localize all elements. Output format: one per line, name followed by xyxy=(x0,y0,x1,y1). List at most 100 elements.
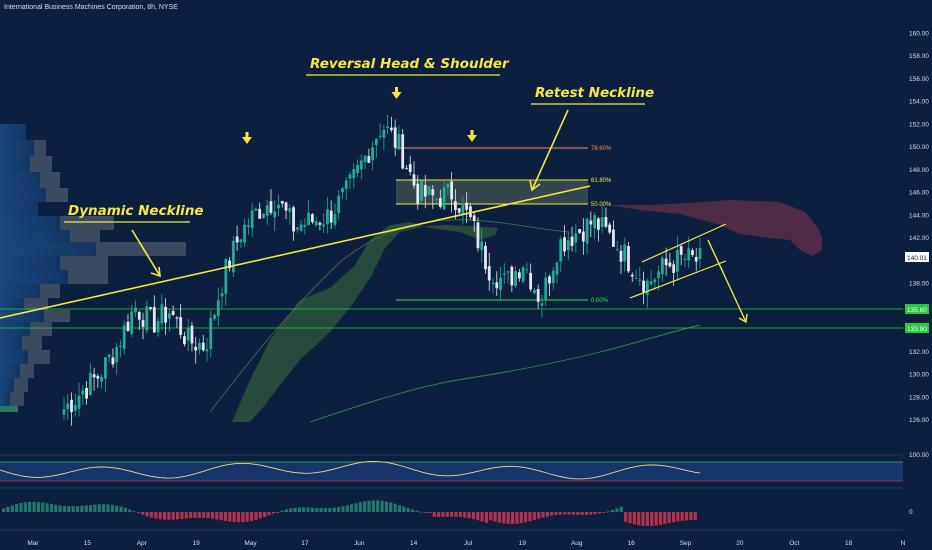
candle-body xyxy=(476,222,480,249)
candle-body xyxy=(555,262,559,275)
candle-body xyxy=(551,270,555,284)
histogram-bar xyxy=(336,507,341,512)
candle-body xyxy=(604,216,608,227)
candle-body xyxy=(683,259,687,261)
candle-body xyxy=(378,135,382,137)
histogram-bar xyxy=(510,512,515,524)
candle-body xyxy=(435,198,438,200)
x-tick-label: 18 xyxy=(845,540,853,547)
histogram-bar xyxy=(645,512,649,527)
level-tag-lower xyxy=(905,323,929,333)
histogram-bar xyxy=(567,512,571,515)
histogram-bar xyxy=(236,512,241,523)
candle-body xyxy=(514,271,517,286)
histogram-bar xyxy=(176,512,180,520)
histogram-bar xyxy=(476,512,480,521)
histogram-bar xyxy=(219,512,223,521)
candle-body xyxy=(371,147,374,161)
candle-body xyxy=(687,248,691,261)
candle-body xyxy=(201,342,205,351)
histogram-bar xyxy=(19,502,23,512)
y-tick-label: 148.00 xyxy=(909,167,929,174)
candle-body xyxy=(533,289,536,294)
ichimoku-cloud xyxy=(232,222,498,422)
candle-body xyxy=(190,325,194,344)
histogram-bar xyxy=(545,512,549,517)
candle-body xyxy=(469,206,472,218)
candle-body xyxy=(585,218,589,244)
histogram-bar xyxy=(554,512,558,516)
candle-body xyxy=(254,208,258,211)
time-axis[interactable]: Mar 15 Apr 19 May 17 Jun 14 Jul 19 Aug 16 Sep 20 Oct 18… xyxy=(27,540,905,547)
candle-body xyxy=(288,208,292,212)
candle-body xyxy=(668,262,672,267)
histogram-bar xyxy=(154,512,158,519)
histogram-bar xyxy=(141,512,145,515)
histogram-bar xyxy=(671,512,676,523)
y-tick-label: 150.00 xyxy=(909,144,929,151)
histogram-bar xyxy=(445,512,449,517)
histogram-bar xyxy=(289,508,293,512)
candle-body xyxy=(81,390,85,395)
oscillator-line xyxy=(0,460,701,480)
histogram-bar xyxy=(149,512,154,518)
histogram-bar xyxy=(693,512,697,521)
candle-body xyxy=(544,277,548,300)
histogram-bar xyxy=(62,505,67,512)
histogram-bar xyxy=(97,504,101,512)
histogram-bar xyxy=(641,512,645,526)
histogram-bar xyxy=(580,512,584,515)
fib-label-0: 0.00% xyxy=(591,298,609,304)
candle-body xyxy=(213,314,216,319)
candle-body xyxy=(326,209,329,225)
histogram-bar xyxy=(432,512,436,517)
histogram-bar xyxy=(58,505,62,512)
candle-body xyxy=(653,279,657,283)
price-axis[interactable]: 160.00 158.00 156.00 154.00 152.00 150.00 148.… xyxy=(909,30,929,424)
histogram-bar xyxy=(123,507,127,512)
level-tag-upper xyxy=(905,304,929,314)
histogram-bar xyxy=(45,503,49,512)
histogram-bar xyxy=(480,512,484,522)
candle-body xyxy=(130,311,134,334)
candle-body xyxy=(484,245,487,270)
histogram-bar xyxy=(128,509,132,512)
histogram-bar xyxy=(471,512,475,520)
candle-body xyxy=(310,214,314,223)
candle-body xyxy=(374,139,378,145)
histogram-bar xyxy=(293,507,297,512)
level-label-lower: 133.90 xyxy=(907,326,927,333)
histogram-bar xyxy=(558,512,562,515)
candle-body xyxy=(216,300,220,316)
histogram-bar xyxy=(319,508,323,512)
moving-average-fast xyxy=(209,219,571,413)
candle-body xyxy=(100,376,104,382)
histogram-bar xyxy=(628,512,632,524)
candle-body xyxy=(510,266,514,286)
candle-body xyxy=(224,259,228,294)
annotation-reversal-head-shoulder: Reversal Head & Shoulder xyxy=(310,56,510,72)
candle-body xyxy=(442,187,446,210)
histogram-bar xyxy=(228,512,232,522)
histogram-bar xyxy=(689,512,693,521)
candle-body xyxy=(691,250,694,256)
histogram-bar xyxy=(280,510,284,512)
candle-body xyxy=(487,266,491,281)
histogram-bar xyxy=(397,505,402,512)
histogram-bar xyxy=(215,512,219,520)
candle-body xyxy=(137,311,141,320)
histogram-bar xyxy=(441,512,445,517)
y-tick-label: 154.00 xyxy=(909,99,929,106)
x-tick-label: 16 xyxy=(628,540,636,547)
histogram-bar xyxy=(162,512,167,520)
x-tick-label: Oct xyxy=(789,540,799,547)
candle-body xyxy=(574,233,578,243)
histogram-bar xyxy=(41,502,45,512)
candle-body xyxy=(175,317,179,319)
histogram-bar xyxy=(193,512,197,518)
channel-lower-line xyxy=(629,260,727,299)
histogram-bar xyxy=(437,512,441,517)
candle-body xyxy=(657,271,661,279)
candle-body xyxy=(262,213,265,218)
